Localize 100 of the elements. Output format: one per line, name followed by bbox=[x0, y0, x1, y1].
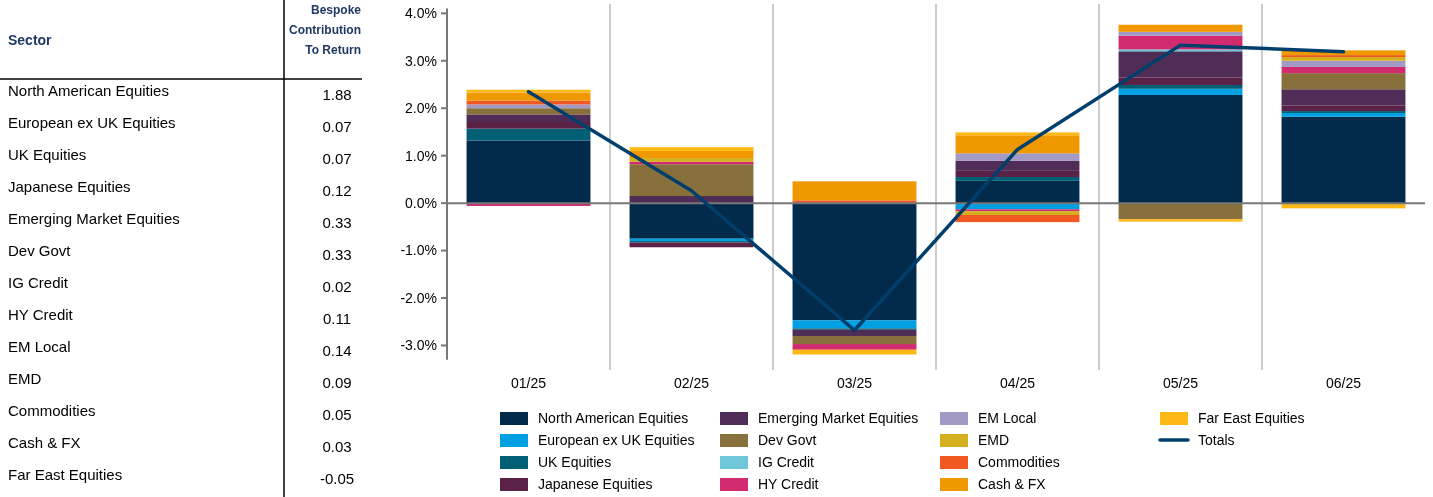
category-label: Far East Equities bbox=[8, 466, 123, 483]
bar bbox=[1118, 203, 1243, 220]
bar bbox=[1281, 116, 1406, 204]
line-series bbox=[526, 43, 1346, 333]
x-tick-label: 06/25 bbox=[1325, 375, 1362, 391]
bar bbox=[792, 329, 917, 336]
bar bbox=[466, 92, 591, 101]
bar bbox=[1281, 105, 1406, 112]
legend-label: European ex UK Equities bbox=[538, 431, 695, 448]
bar bbox=[1118, 219, 1243, 222]
y-tick-label: -3.0% bbox=[400, 337, 437, 354]
y-tick-label: 4.0% bbox=[405, 5, 437, 22]
bar bbox=[1281, 56, 1406, 61]
category-label: Cash & FX bbox=[8, 434, 81, 451]
bar bbox=[955, 160, 1080, 171]
category-label: EMD bbox=[8, 370, 42, 387]
bar bbox=[1118, 51, 1243, 78]
bar bbox=[466, 140, 591, 204]
y-tick-label: -2.0% bbox=[400, 289, 437, 306]
legend-label: Japanese Equities bbox=[538, 475, 653, 492]
bar bbox=[792, 344, 917, 350]
bar bbox=[955, 180, 1080, 204]
category-label: EM Local bbox=[8, 338, 71, 355]
data-label: 0.02 bbox=[322, 278, 352, 295]
bar bbox=[792, 335, 917, 345]
legend-label: Emerging Market Equities bbox=[758, 409, 919, 426]
legend-label: Dev Govt bbox=[758, 431, 817, 448]
bar bbox=[955, 177, 1080, 181]
bar bbox=[792, 320, 917, 329]
bar bbox=[1118, 88, 1243, 95]
y-tick-label: 2.0% bbox=[405, 100, 437, 117]
legend-label: HY Credit bbox=[758, 475, 819, 492]
data-label: 1.88 bbox=[322, 86, 352, 103]
legend-label: IG Credit bbox=[758, 453, 815, 470]
bar bbox=[955, 170, 1080, 178]
bar bbox=[1118, 31, 1243, 36]
legend-label: EMD bbox=[978, 431, 1010, 448]
category-label: Commodities bbox=[8, 402, 96, 419]
category-label: Emerging Market Equities bbox=[8, 210, 180, 227]
y-tick-label: 0.0% bbox=[405, 195, 437, 212]
bar bbox=[629, 164, 754, 197]
bar bbox=[1281, 112, 1406, 117]
data-label: 0.12 bbox=[322, 182, 352, 199]
bar bbox=[1281, 60, 1406, 67]
data-label: 0.14 bbox=[322, 342, 352, 359]
data-label: 0.11 bbox=[322, 310, 352, 327]
bar bbox=[1281, 73, 1406, 90]
category-label: HY Credit bbox=[8, 306, 74, 323]
category-label: Dev Govt bbox=[8, 242, 72, 259]
data-label: 0.09 bbox=[322, 374, 352, 391]
bar bbox=[1281, 66, 1406, 74]
category-label: North American Equities bbox=[8, 82, 169, 99]
bar bbox=[466, 128, 591, 141]
legend-label: Commodities bbox=[978, 453, 1060, 470]
legend-label: EM Local bbox=[978, 409, 1037, 426]
y-tick-label: 3.0% bbox=[405, 52, 437, 69]
data-label: 0.33 bbox=[322, 214, 352, 231]
text: Sector bbox=[8, 32, 53, 48]
x-tick-label: 02/25 bbox=[673, 375, 710, 391]
legend-label: UK Equities bbox=[538, 453, 612, 470]
bar bbox=[955, 214, 1080, 223]
bar bbox=[1281, 89, 1406, 106]
bar bbox=[792, 181, 917, 201]
bar bbox=[792, 203, 917, 321]
legend-label: Totals bbox=[1198, 431, 1235, 448]
bar bbox=[466, 104, 591, 109]
bar bbox=[1118, 94, 1243, 204]
data-label: 0.33 bbox=[322, 246, 352, 263]
category-label: European ex UK Equities bbox=[8, 114, 176, 131]
bar bbox=[629, 147, 754, 151]
category-label: IG Credit bbox=[8, 274, 69, 291]
bar bbox=[629, 203, 754, 239]
data-label: 0.05 bbox=[322, 406, 352, 423]
y-tick-label: 1.0% bbox=[405, 147, 437, 164]
bar bbox=[466, 122, 591, 129]
legend-label: North American Equities bbox=[538, 409, 689, 426]
category-label: Japanese Equities bbox=[8, 178, 131, 195]
legend-label: Cash & FX bbox=[978, 475, 1047, 492]
bar bbox=[1118, 77, 1243, 85]
bar bbox=[466, 114, 591, 122]
category-label: UK Equities bbox=[8, 146, 87, 163]
legend-label: Far East Equities bbox=[1198, 409, 1305, 426]
bar bbox=[955, 132, 1080, 136]
bar bbox=[629, 150, 754, 159]
bar bbox=[1118, 24, 1243, 32]
y-tick-label: -1.0% bbox=[400, 242, 437, 259]
data-label: 0.07 bbox=[322, 150, 352, 167]
x-tick-label: 04/25 bbox=[999, 375, 1036, 391]
bar bbox=[955, 135, 1080, 154]
data-label: -0.05 bbox=[319, 470, 355, 487]
text: Bespoke Contribution To Return bbox=[289, 3, 362, 57]
bar bbox=[1118, 84, 1243, 89]
x-tick-label: 05/25 bbox=[1162, 375, 1199, 391]
data-label: 0.03 bbox=[322, 438, 352, 455]
bar bbox=[466, 89, 591, 93]
bar bbox=[466, 108, 591, 115]
data-label: 0.07 bbox=[322, 118, 352, 135]
bar bbox=[955, 153, 1080, 161]
x-tick-label: 01/25 bbox=[510, 375, 547, 391]
x-tick-label: 03/25 bbox=[836, 375, 873, 391]
